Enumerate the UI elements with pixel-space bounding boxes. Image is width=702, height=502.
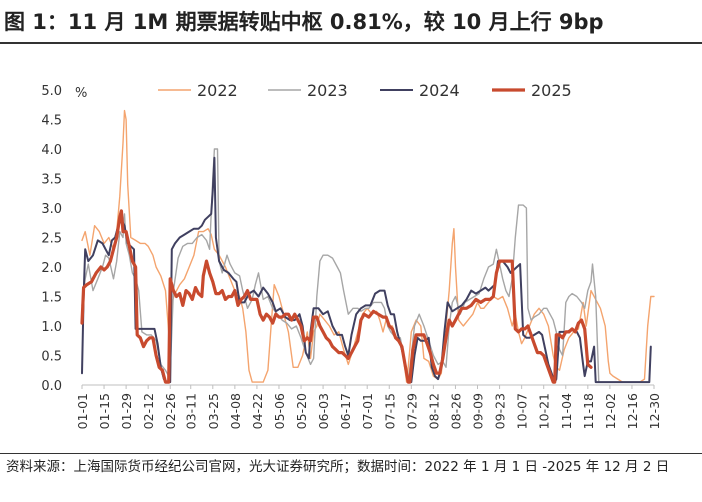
series-line-2024 xyxy=(81,156,652,384)
x-tick-label: 01-01 xyxy=(75,393,90,429)
series-line-2025 xyxy=(80,209,593,384)
legend-label-2024: 2024 xyxy=(419,81,460,100)
x-tick-label: 08-12 xyxy=(426,393,441,429)
y-tick-label: 1.0 xyxy=(41,320,62,335)
x-tick-label: 12-02 xyxy=(603,393,618,429)
y-tick-label: 1.5 xyxy=(41,291,62,306)
x-tick-label: 07-29 xyxy=(404,393,419,429)
series-lines xyxy=(80,109,655,384)
x-tick-label: 12-16 xyxy=(625,393,640,429)
y-tick-label: 2.5 xyxy=(41,232,62,247)
x-tick-label: 02-12 xyxy=(141,393,156,429)
x-tick-label: 02-26 xyxy=(163,393,178,429)
x-tick-label: 01-29 xyxy=(119,393,134,429)
x-tick-label: 08-26 xyxy=(448,393,463,429)
x-tick-label: 05-06 xyxy=(272,393,287,429)
title-rule xyxy=(0,42,702,44)
y-unit-label: % xyxy=(75,86,87,101)
x-axis: 01-01 01-15 01-29 02-12 02-26 03-11 03-25 04-08… xyxy=(75,384,662,429)
x-tick-label: 06-03 xyxy=(316,393,331,429)
x-tick-label: 09-09 xyxy=(471,393,486,429)
x-tick-label: 01-15 xyxy=(97,393,112,429)
legend-label-2023: 2023 xyxy=(307,81,348,100)
x-tick-label: 07-01 xyxy=(360,393,375,429)
x-tick-label: 06-17 xyxy=(338,393,353,429)
legend-label-2025: 2025 xyxy=(531,81,572,100)
x-tick-label: 05-20 xyxy=(294,393,309,429)
x-tick-label: 03-25 xyxy=(206,393,221,429)
x-tick-label: 12-30 xyxy=(647,393,662,429)
y-tick-label: 0.0 xyxy=(41,379,62,394)
x-tick-label: 07-15 xyxy=(382,393,397,429)
y-tick-label: 5.0 xyxy=(41,84,62,99)
source-rule xyxy=(0,453,702,454)
y-tick-label: 2.0 xyxy=(41,261,62,276)
x-tick-label: 03-11 xyxy=(184,393,199,429)
y-tick-label: 3.5 xyxy=(41,173,62,188)
y-tick-label: 3.0 xyxy=(41,202,62,217)
source-note: 资料来源：上海国际货币经纪公司官网，光大证券研究所；数据时间：2022 年 1 … xyxy=(6,459,670,475)
y-tick-label: 0.5 xyxy=(41,350,62,365)
series-line-2023 xyxy=(81,148,649,383)
y-tick-label: 4.0 xyxy=(41,143,62,158)
y-axis: 0.0 0.5 1.0 1.5 2.0 2.5 3.0 3.5 4.0 4.5 5.0% xyxy=(41,84,87,394)
x-tick-label: 09-23 xyxy=(493,393,508,429)
x-tick-label: 10-07 xyxy=(515,393,530,429)
legend: 2022 2023 2024 2025 xyxy=(158,81,572,100)
legend-label-2022: 2022 xyxy=(197,81,238,100)
x-tick-label: 10-21 xyxy=(537,393,552,429)
x-tick-label: 11-04 xyxy=(559,393,574,429)
x-tick-label: 11-18 xyxy=(581,393,596,429)
figure-title: 图 1：11 月 1M 期票据转贴中枢 0.81%，较 10 月上行 9bp xyxy=(4,10,604,34)
line-chart: 0.0 0.5 1.0 1.5 2.0 2.5 3.0 3.5 4.0 4.5 5.0% 01-01… xyxy=(41,81,662,429)
y-tick-label: 4.5 xyxy=(41,114,62,129)
x-tick-label: 04-08 xyxy=(228,393,243,429)
x-tick-label: 04-22 xyxy=(250,393,265,429)
